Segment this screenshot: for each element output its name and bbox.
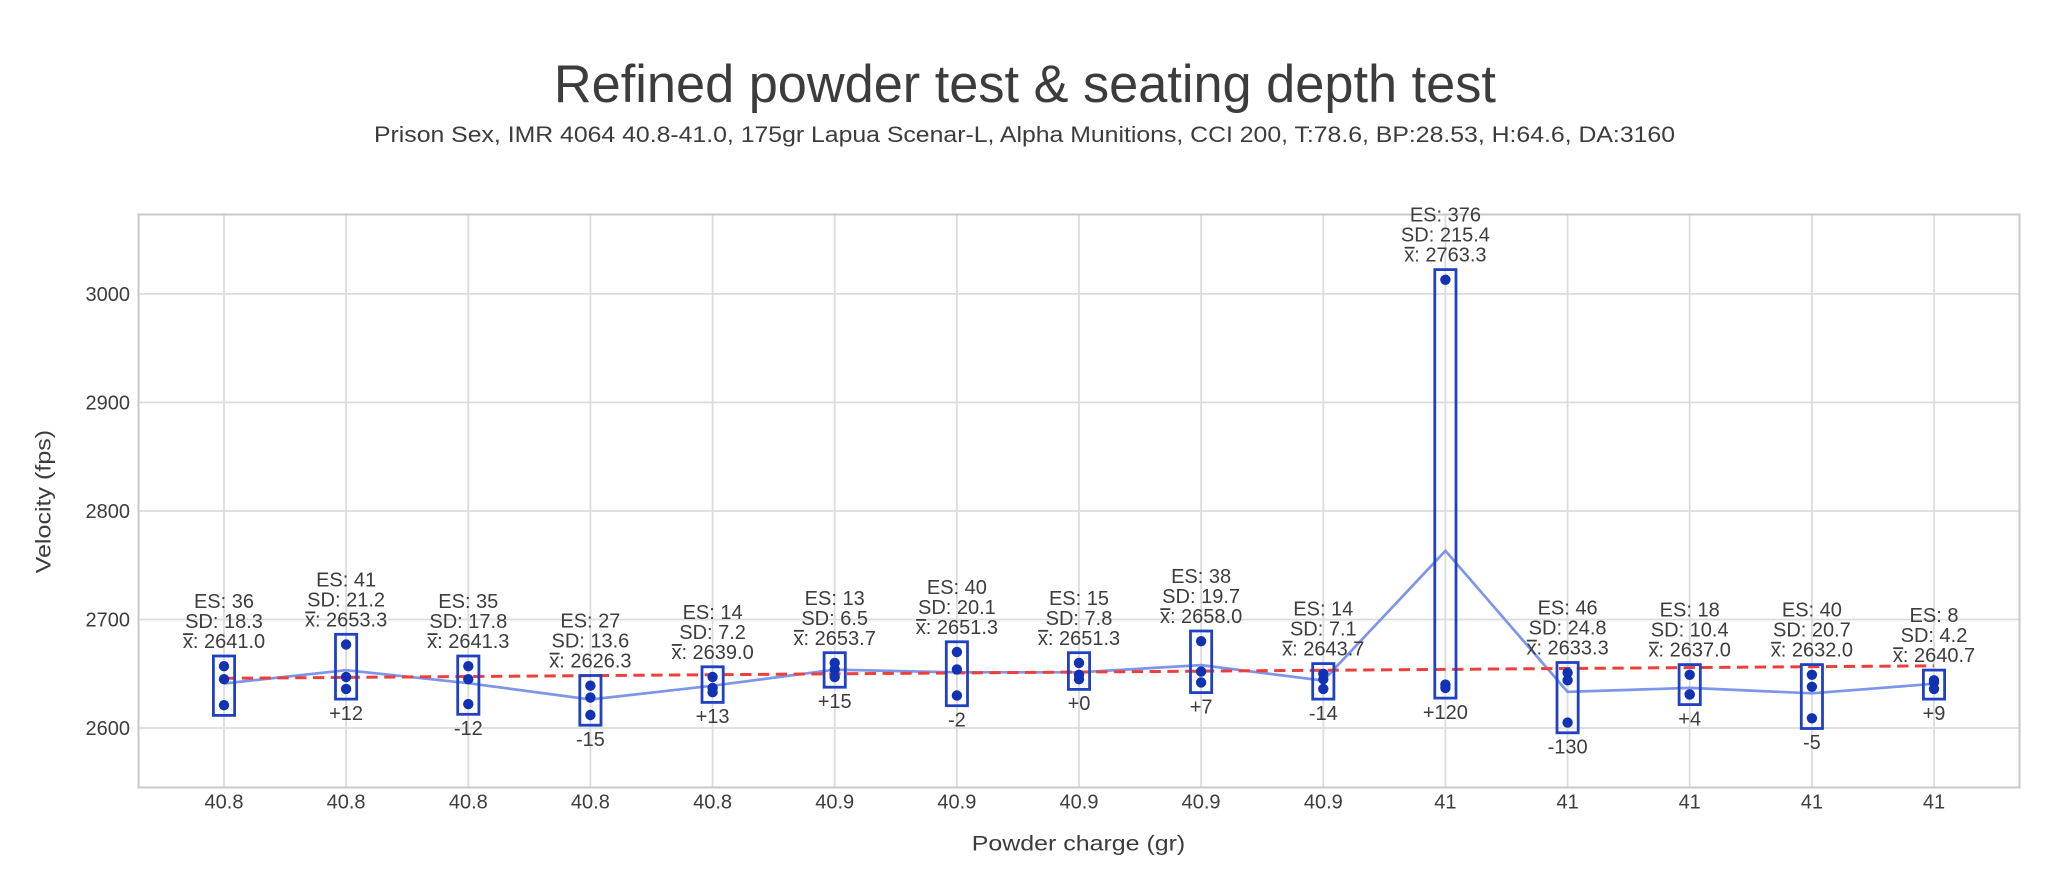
svg-text:41: 41 [1923, 791, 1945, 813]
svg-text:40.8: 40.8 [205, 791, 244, 813]
svg-text:Velocity (fps): Velocity (fps) [32, 430, 56, 573]
svg-text:40.8: 40.8 [571, 791, 610, 813]
svg-text:41: 41 [1801, 791, 1823, 813]
svg-text:SD: 7.1: SD: 7.1 [1290, 619, 1357, 641]
svg-text:ES: 14: ES: 14 [1293, 599, 1353, 621]
svg-text:40.8: 40.8 [449, 791, 488, 813]
svg-text:2700: 2700 [86, 609, 131, 631]
svg-text:SD: 4.2: SD: 4.2 [1901, 625, 1968, 647]
svg-text:40.8: 40.8 [327, 791, 366, 813]
svg-text:SD: 7.2: SD: 7.2 [679, 622, 746, 644]
svg-text:ES: 15: ES: 15 [1049, 588, 1109, 610]
svg-text:40.9: 40.9 [937, 791, 976, 813]
svg-text:ES: 46: ES: 46 [1538, 598, 1598, 620]
svg-text:ES: 8: ES: 8 [1910, 605, 1959, 627]
svg-text:SD: 13.6: SD: 13.6 [551, 631, 629, 653]
svg-text:+120: +120 [1423, 702, 1468, 724]
svg-text:+15: +15 [818, 691, 852, 713]
svg-text:x: 2633.3: x: 2633.3 [1526, 638, 1608, 660]
svg-text:x: 2641.0: x: 2641.0 [183, 631, 265, 653]
svg-text:Powder charge (gr): Powder charge (gr) [972, 832, 1186, 856]
svg-text:ES: 40: ES: 40 [927, 577, 987, 599]
svg-text:SD: 19.7: SD: 19.7 [1162, 586, 1240, 608]
svg-text:x: 2640.7: x: 2640.7 [1893, 645, 1975, 667]
svg-text:ES: 38: ES: 38 [1171, 566, 1231, 588]
svg-text:SD: 18.3: SD: 18.3 [185, 611, 263, 633]
svg-text:40.9: 40.9 [1182, 791, 1221, 813]
svg-text:x: 2651.3: x: 2651.3 [916, 617, 998, 639]
svg-text:x: 2643.7: x: 2643.7 [1282, 639, 1364, 661]
svg-text:40.9: 40.9 [1060, 791, 1099, 813]
svg-text:41: 41 [1434, 791, 1456, 813]
svg-text:x: 2632.0: x: 2632.0 [1771, 640, 1853, 662]
svg-text:ES: 35: ES: 35 [438, 591, 498, 613]
svg-text:SD: 10.4: SD: 10.4 [1651, 620, 1729, 642]
svg-text:2600: 2600 [86, 718, 131, 740]
svg-text:3000: 3000 [86, 284, 131, 306]
svg-text:-5: -5 [1803, 732, 1821, 754]
svg-text:-14: -14 [1309, 703, 1338, 725]
svg-text:x: 2653.3: x: 2653.3 [305, 609, 387, 631]
svg-text:x: 2626.3: x: 2626.3 [549, 651, 631, 673]
svg-text:-130: -130 [1548, 737, 1588, 759]
svg-text:ES: 14: ES: 14 [683, 602, 743, 624]
svg-text:2800: 2800 [86, 501, 131, 523]
svg-text:ES: 18: ES: 18 [1660, 600, 1720, 622]
svg-text:x: 2641.3: x: 2641.3 [427, 631, 509, 653]
svg-text:ES: 376: ES: 376 [1410, 205, 1481, 227]
svg-text:SD: 24.8: SD: 24.8 [1529, 618, 1607, 640]
svg-text:SD: 20.7: SD: 20.7 [1773, 620, 1851, 642]
svg-text:-2: -2 [948, 709, 966, 731]
svg-text:SD: 21.2: SD: 21.2 [307, 589, 385, 611]
svg-text:+13: +13 [696, 706, 730, 728]
svg-text:-15: -15 [576, 729, 605, 751]
svg-text:40.8: 40.8 [693, 791, 732, 813]
svg-text:41: 41 [1679, 791, 1701, 813]
svg-text:SD: 215.4: SD: 215.4 [1401, 225, 1490, 247]
svg-text:+4: +4 [1678, 708, 1701, 730]
svg-text:ES: 36: ES: 36 [194, 591, 254, 613]
svg-text:SD: 7.8: SD: 7.8 [1046, 608, 1113, 630]
svg-text:+7: +7 [1190, 696, 1213, 718]
svg-text:+9: +9 [1923, 703, 1946, 725]
svg-text:Prison Sex, IMR 4064 40.8-41.0: Prison Sex, IMR 4064 40.8-41.0, 175gr La… [374, 122, 1675, 147]
svg-text:x: 2653.7: x: 2653.7 [794, 628, 876, 650]
svg-text:ES: 27: ES: 27 [560, 611, 620, 633]
svg-text:2900: 2900 [86, 392, 131, 414]
svg-text:SD: 17.8: SD: 17.8 [429, 611, 507, 633]
svg-text:x: 2658.0: x: 2658.0 [1160, 606, 1242, 628]
svg-text:ES: 13: ES: 13 [805, 588, 865, 610]
svg-text:-12: -12 [454, 718, 483, 740]
svg-text:SD: 20.1: SD: 20.1 [918, 597, 996, 619]
svg-text:x: 2637.0: x: 2637.0 [1649, 640, 1731, 662]
svg-text:Refined powder test & seating: Refined powder test & seating depth test [554, 55, 1496, 114]
svg-text:+12: +12 [329, 703, 363, 725]
svg-text:x: 2639.0: x: 2639.0 [671, 642, 753, 664]
svg-text:41: 41 [1556, 791, 1578, 813]
svg-text:40.9: 40.9 [815, 791, 854, 813]
svg-text:+0: +0 [1068, 693, 1091, 715]
svg-text:ES: 40: ES: 40 [1782, 600, 1842, 622]
svg-text:x: 2763.3: x: 2763.3 [1404, 245, 1486, 267]
svg-text:x: 2651.3: x: 2651.3 [1038, 628, 1120, 650]
svg-text:ES: 41: ES: 41 [316, 569, 376, 591]
svg-text:SD: 6.5: SD: 6.5 [801, 608, 868, 630]
svg-text:40.9: 40.9 [1304, 791, 1343, 813]
